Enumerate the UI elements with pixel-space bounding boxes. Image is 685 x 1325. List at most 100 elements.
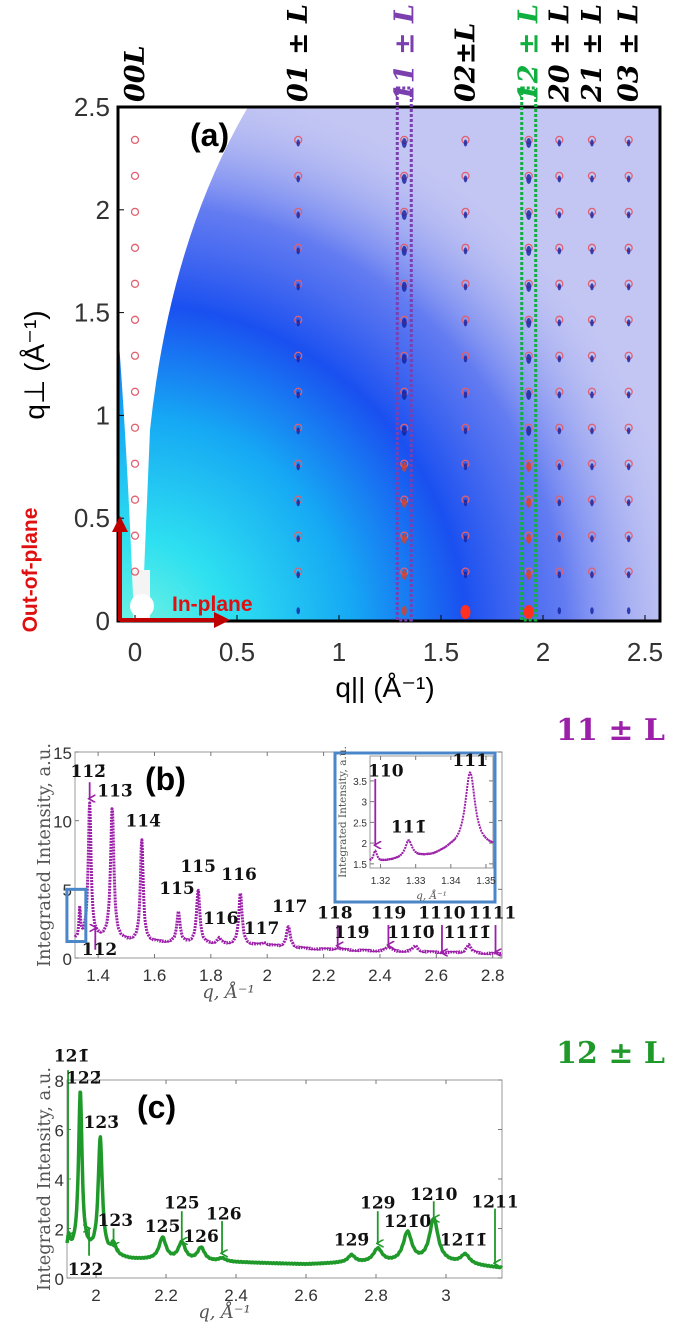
- x-tick-label-a: 1: [332, 637, 346, 667]
- specular-hotspot: [460, 605, 471, 619]
- diffraction-spot: [463, 283, 468, 291]
- x-tick-label-a: 2: [536, 637, 550, 667]
- peak-label: 111̄: [391, 818, 427, 838]
- diffraction-spot: [401, 497, 407, 508]
- specular-hotspot: [523, 605, 534, 619]
- diffraction-spot: [401, 245, 407, 256]
- in-plane-arrowhead: [214, 612, 230, 628]
- x-tick-label-a: 0: [128, 637, 142, 667]
- diffraction-spot: [401, 317, 407, 328]
- x-tick-label: 2: [262, 966, 271, 985]
- y-tick-label: 3: [361, 798, 367, 809]
- simulated-peak-marker: [130, 315, 140, 324]
- y-tick-label: 2: [361, 839, 367, 850]
- intensity-curve: [73, 801, 503, 956]
- diffraction-spot: [557, 427, 562, 435]
- diffraction-spot: [590, 499, 594, 507]
- simulated-peak-marker: [130, 567, 140, 576]
- simulated-peak-marker: [130, 171, 140, 181]
- simulated-peak-marker: [130, 459, 140, 468]
- peak-label: 119̄: [334, 923, 370, 943]
- diffraction-spot: [401, 209, 407, 220]
- peak-label: 129: [360, 1194, 396, 1214]
- diffraction-spot: [526, 281, 532, 292]
- y-axis-label-a: q⊥ (Å⁻¹): [19, 310, 50, 419]
- x-tick-label: 2: [91, 1286, 100, 1305]
- diffraction-spot: [296, 283, 300, 291]
- y-tick-label: 4: [55, 1171, 64, 1190]
- panel-a: 00L 01 ± L 11 ± L 02±L 12 ± L 20 ± L 21 ± L 03 …: [19, 4, 663, 703]
- peak-label: 112̄: [70, 762, 106, 782]
- diffraction-spot: [626, 319, 631, 327]
- diffraction-spot: [626, 355, 631, 363]
- x-tick-label: 2.4: [368, 966, 392, 985]
- diffraction-spot: [557, 247, 562, 255]
- peak-label: 122: [68, 1260, 104, 1280]
- y-tick-label-a: 1.5: [74, 298, 110, 328]
- y-tick-label: 2: [55, 1220, 64, 1239]
- rod-label: 12 ± L: [514, 4, 545, 102]
- diffraction-spot: [626, 175, 631, 183]
- diffraction-spot: [296, 571, 300, 579]
- x-tick-label: 1.35: [476, 876, 496, 887]
- diffraction-spot: [626, 427, 631, 435]
- rod-label: 02±L: [450, 23, 481, 102]
- diffraction-spot: [590, 463, 594, 471]
- diffraction-spot: [526, 569, 532, 580]
- x-axis-label: q, Å⁻¹: [198, 1301, 250, 1323]
- inset-region-box: [65, 887, 88, 944]
- diffraction-spot: [401, 425, 407, 436]
- diffraction-spot: [401, 281, 407, 292]
- y-tick-label: 10: [53, 812, 72, 831]
- diffraction-spot: [463, 427, 468, 435]
- diffraction-spot: [626, 247, 631, 255]
- simulated-peak-marker: [130, 351, 140, 360]
- panel-label: (c): [137, 1089, 176, 1125]
- diffraction-spot: [590, 211, 594, 219]
- diffraction-spot: [463, 499, 468, 507]
- diffraction-spot: [526, 425, 532, 436]
- rod-label: 03 ± L: [614, 4, 645, 102]
- chart-title: 11 ± L: [556, 713, 665, 748]
- x-tick-label: 2.8: [364, 1286, 388, 1305]
- diffraction-spot: [526, 533, 532, 544]
- y-tick-label: 0: [63, 950, 72, 969]
- plot-area: [369, 755, 494, 869]
- diffraction-spot: [557, 499, 562, 507]
- panel-label-a: (a): [190, 117, 229, 153]
- diffraction-spot: [557, 175, 562, 183]
- diffraction-spot: [626, 211, 631, 219]
- diffraction-spot: [401, 533, 407, 544]
- x-tick-label: 1.6: [143, 966, 167, 985]
- peak-label: 1111: [469, 904, 516, 924]
- beamstop-circle: [130, 594, 154, 618]
- x-tick-label: 2.8: [481, 966, 505, 985]
- rod-label: 00L: [120, 45, 151, 102]
- y-tick-label: 0: [55, 1270, 64, 1289]
- diffraction-spot: [626, 499, 631, 507]
- rod-label: 21 ± L: [577, 4, 608, 103]
- diffraction-spot: [557, 139, 562, 147]
- simulated-peak-marker: [130, 495, 140, 504]
- diffraction-spot: [401, 353, 407, 364]
- x-axis-label: q, Å⁻¹: [416, 888, 447, 902]
- diffraction-spot: [526, 353, 532, 364]
- diffraction-spot: [590, 571, 594, 579]
- peak-label: 121̄0̄: [384, 1212, 431, 1232]
- chart-title: 12 ± L: [556, 1036, 665, 1071]
- diffraction-spot: [463, 247, 468, 255]
- peak-label: 123: [98, 1211, 134, 1231]
- peak-label: 111: [452, 751, 488, 771]
- diffraction-spot: [463, 211, 468, 219]
- diffraction-spot: [401, 137, 407, 148]
- diffraction-spot: [296, 499, 300, 507]
- simulated-peak-marker: [130, 207, 140, 217]
- diffraction-spot: [557, 571, 562, 579]
- diffraction-spot: [463, 391, 468, 399]
- diffraction-spot: [401, 173, 407, 184]
- peak-label: 115̄: [159, 879, 195, 899]
- in-plane-label: In-plane: [172, 593, 253, 616]
- diffraction-spot: [590, 139, 594, 147]
- x-axis-label: q, Å⁻¹: [202, 981, 254, 1003]
